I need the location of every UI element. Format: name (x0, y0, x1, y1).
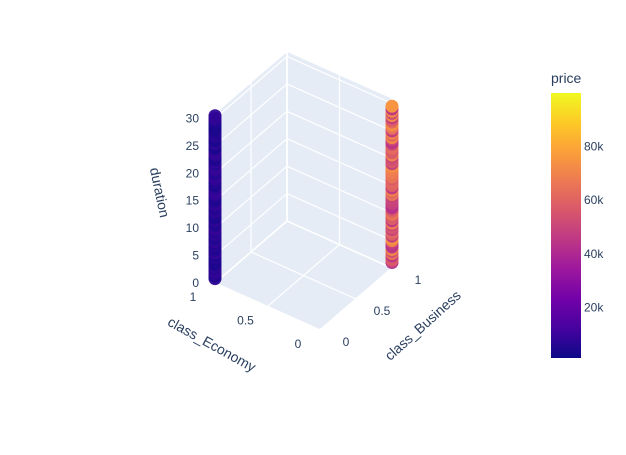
economy-tick-label: 0 (295, 337, 302, 351)
business-axis-title: class_Business (381, 287, 463, 363)
duration-tick-label: 10 (186, 221, 200, 235)
colorbar-title: price (551, 70, 582, 86)
business-floor-gridline (286, 220, 393, 269)
3d-scene[interactable] (213, 49, 394, 331)
duration-axis-title: duration (147, 166, 173, 219)
business-tick-label: 0.5 (374, 304, 391, 318)
economy-tick-label: 1 (190, 290, 197, 304)
colorbar-tick-label: 60k (584, 193, 604, 207)
duration-tick-label: 25 (186, 139, 200, 153)
duration-tick-label: 5 (192, 249, 199, 263)
business-tick-label: 1 (415, 273, 422, 287)
business-floor-gridline (250, 251, 357, 300)
scatter-points (208, 99, 399, 286)
duration-tick-label: 30 (186, 111, 200, 125)
colorbar: price 20k 40k 60k 80k (551, 70, 604, 358)
colorbar-tick-label: 40k (584, 247, 604, 261)
business-tick-label: 0 (343, 335, 350, 349)
scatter-point[interactable] (208, 109, 222, 123)
business-floor-gridline (214, 282, 321, 331)
economy-tick-label: 0.5 (237, 314, 254, 328)
duration-tick-label: 20 (186, 166, 200, 180)
colorbar-tick-label: 20k (584, 300, 604, 314)
scatter-point-max[interactable] (385, 99, 399, 113)
colorbar-tick-label: 80k (584, 140, 604, 154)
duration-tick-label: 15 (186, 194, 200, 208)
colorbar-gradient (551, 93, 581, 358)
duration-tick-label: 0 (192, 276, 199, 290)
